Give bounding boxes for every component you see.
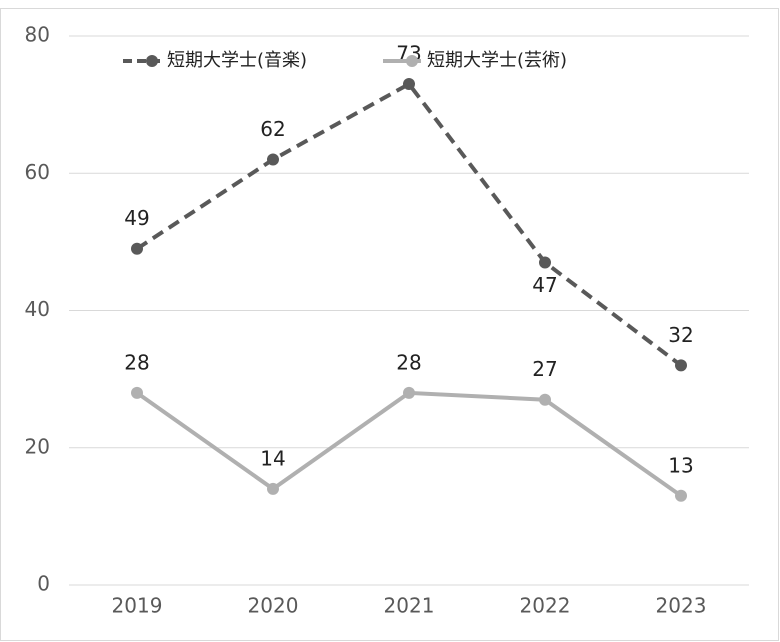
data-label: 28	[124, 350, 149, 374]
series-marker	[131, 242, 143, 255]
data-label: 47	[532, 273, 557, 297]
data-label: 13	[668, 453, 693, 477]
series-line	[135, 81, 683, 367]
legend-marker	[146, 55, 158, 67]
series-marker	[675, 359, 687, 372]
legend-label: 短期大学士(音楽)	[167, 50, 307, 71]
series-line	[135, 390, 683, 498]
legend-label: 短期大学士(芸術)	[427, 50, 567, 71]
y-tick-label: 80	[25, 23, 50, 47]
data-label: 49	[124, 206, 149, 230]
series-marker	[539, 393, 551, 406]
data-label: 62	[260, 117, 285, 141]
series-marker	[267, 153, 279, 166]
series-marker	[539, 256, 551, 269]
data-label: 32	[668, 323, 693, 347]
y-tick-label: 40	[25, 297, 50, 321]
series-marker	[131, 386, 143, 399]
y-tick-label: 60	[25, 160, 50, 184]
data-label: 27	[532, 357, 557, 381]
series-marker	[403, 386, 415, 399]
y-tick-label: 0	[37, 572, 50, 596]
data-label: 14	[260, 446, 285, 470]
x-tick-label: 2023	[656, 594, 707, 618]
x-tick-label: 2020	[248, 594, 299, 618]
series-marker	[675, 489, 687, 502]
x-tick-label: 2021	[384, 594, 435, 618]
data-label: 28	[396, 350, 421, 374]
series-marker	[267, 482, 279, 495]
chart-border	[0, 8, 779, 641]
x-tick-label: 2019	[112, 594, 163, 618]
x-tick-label: 2022	[520, 594, 571, 618]
y-tick-label: 20	[25, 434, 50, 458]
series-marker	[403, 78, 415, 91]
legend-marker	[406, 55, 418, 67]
